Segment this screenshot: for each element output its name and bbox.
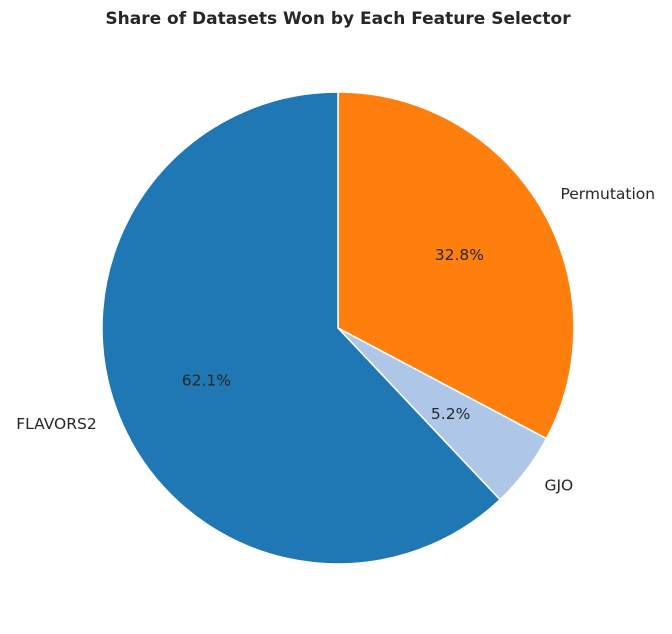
percent-label-gjo: 5.2% <box>431 405 470 423</box>
category-label-permutation: Permutation <box>560 185 655 203</box>
pie-slices <box>101 91 575 565</box>
percent-label-flavors2: 62.1% <box>182 371 231 389</box>
percent-labels: 32.8% 5.2% 62.1% <box>182 246 484 423</box>
pie-slice-permutation <box>337 91 575 440</box>
pie-slice-flavors2 <box>101 91 501 565</box>
percent-label-permutation: 32.8% <box>435 246 484 264</box>
chart-title: Share of Datasets Won by Each Feature Se… <box>105 9 571 29</box>
category-label-gjo: GJO <box>544 476 573 494</box>
category-labels: Permutation GJO FLAVORS2 <box>16 185 655 494</box>
category-label-flavors2: FLAVORS2 <box>16 415 97 433</box>
